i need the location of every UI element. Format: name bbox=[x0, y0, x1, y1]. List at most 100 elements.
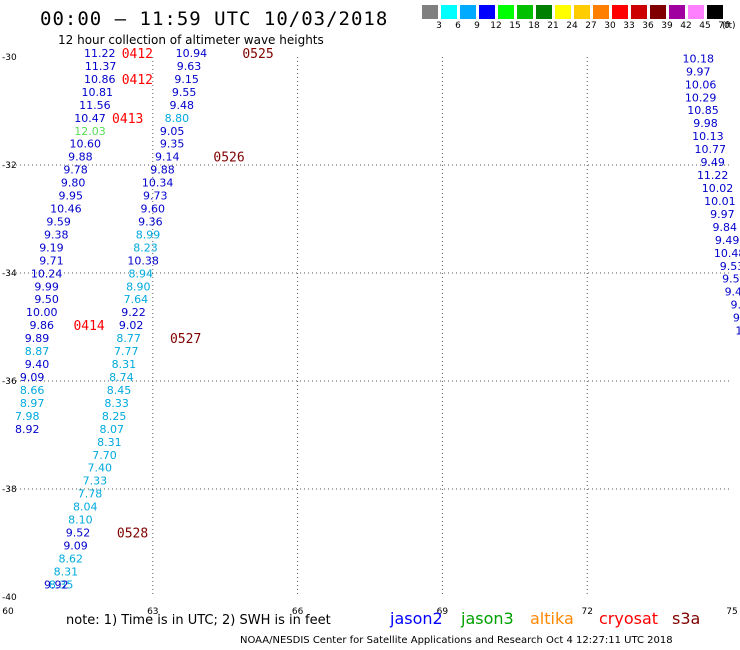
color-swatch bbox=[536, 5, 552, 19]
wave-height-point: 8.31 bbox=[97, 436, 122, 449]
wave-height-point: 10.77 bbox=[695, 143, 727, 156]
color-swatch bbox=[441, 5, 457, 19]
wave-height-point: 9.97 bbox=[686, 65, 711, 78]
wave-height-point: 9.52 bbox=[66, 527, 91, 540]
page-title: 00:00 – 11:59 UTC 10/03/2018 bbox=[40, 8, 389, 30]
wave-height-point: 10.60 bbox=[69, 138, 101, 151]
wave-height-point: 7.70 bbox=[92, 449, 117, 462]
x-tick-label: 69 bbox=[437, 607, 449, 617]
wave-height-point: 8.04 bbox=[73, 501, 98, 514]
wave-height-point: 10.81 bbox=[82, 86, 114, 99]
wave-height-point: 9.95 bbox=[58, 190, 83, 203]
wave-height-point: 10.01 bbox=[704, 195, 736, 208]
wave-height-point: 10.00 bbox=[26, 306, 58, 319]
wave-height-point: 10.34 bbox=[142, 177, 174, 190]
color-swatch bbox=[517, 5, 533, 19]
y-tick-label: -30 bbox=[2, 53, 17, 63]
wave-height-point: 9.02 bbox=[119, 319, 144, 332]
time-label: 0528 bbox=[117, 527, 148, 542]
wave-height-point: 9.60 bbox=[141, 203, 166, 216]
color-swatch bbox=[612, 5, 628, 19]
wave-height-point: 9.22 bbox=[121, 306, 146, 319]
y-tick-label: -36 bbox=[2, 377, 17, 387]
color-swatch bbox=[650, 5, 666, 19]
x-tick-label: 60 bbox=[2, 607, 14, 617]
wave-height-point: 8.99 bbox=[136, 228, 161, 241]
wave-height-point: 10.46 bbox=[50, 203, 82, 216]
color-scale-label: 21 bbox=[547, 21, 559, 31]
wave-height-point: 7.33 bbox=[83, 475, 108, 488]
wave-height-point: 9.41 bbox=[725, 286, 740, 299]
satellite-jason3: jason3 bbox=[461, 609, 514, 628]
time-label: 0414 bbox=[73, 319, 104, 334]
wave-height-point: 10. bbox=[735, 325, 740, 338]
wave-height-point: 9.09 bbox=[20, 371, 45, 384]
wave-height-point: 8.66 bbox=[20, 384, 45, 397]
credit-line: NOAA/NESDIS Center for Satellite Applica… bbox=[240, 635, 673, 646]
wave-height-point: 7.78 bbox=[78, 488, 103, 501]
wave-height-point: 9.50 bbox=[34, 293, 59, 306]
wave-height-point: 8.10 bbox=[68, 514, 93, 527]
wave-height-point: 9.86 bbox=[30, 319, 55, 332]
wave-height-point: 9.59 bbox=[46, 215, 71, 228]
time-label: 0526 bbox=[213, 151, 244, 166]
y-tick-label: -40 bbox=[2, 593, 17, 603]
color-scale-label: 39 bbox=[661, 21, 673, 31]
color-swatch bbox=[669, 5, 685, 19]
wave-height-point: 9.89 bbox=[25, 332, 50, 345]
wave-height-point: 9.73 bbox=[143, 190, 168, 203]
wave-height-point: 8.74 bbox=[109, 371, 134, 384]
time-label: 0412 bbox=[122, 47, 153, 62]
color-swatch bbox=[707, 5, 723, 19]
color-scale-unit: (ft) bbox=[722, 21, 736, 31]
wave-height-point: 8.94 bbox=[128, 267, 153, 280]
wave-height-point: 10.86 bbox=[84, 73, 116, 86]
color-scale-label: 42 bbox=[680, 21, 692, 31]
y-tick-label: -32 bbox=[2, 161, 17, 171]
color-swatch bbox=[593, 5, 609, 19]
color-scale-label: 9 bbox=[474, 21, 480, 31]
wave-height-point: 9.97 bbox=[710, 208, 735, 221]
wave-height-point: 9.05 bbox=[160, 125, 185, 138]
wave-height-point: 9.78 bbox=[63, 164, 88, 177]
wave-height-point: 9.98 bbox=[693, 117, 718, 130]
time-label: 0525 bbox=[242, 47, 273, 62]
wave-height-point: 9.09 bbox=[63, 539, 88, 552]
x-tick-label: 66 bbox=[292, 607, 304, 617]
wave-height-point: 9.35 bbox=[160, 138, 185, 151]
wave-height-point: 8.33 bbox=[104, 397, 129, 410]
wave-height-point: 8.90 bbox=[126, 280, 151, 293]
time-label: 0413 bbox=[112, 112, 143, 127]
wave-height-point: 9.48 bbox=[170, 99, 195, 112]
color-scale-label: 70 bbox=[718, 21, 730, 31]
wave-height-point: 8.77 bbox=[116, 332, 141, 345]
wave-height-point: 9.99 bbox=[34, 280, 59, 293]
wave-height-point: 9.80 bbox=[61, 177, 86, 190]
wave-height-point: 8.31 bbox=[112, 358, 137, 371]
wave-height-point: 8.31 bbox=[54, 565, 79, 578]
color-scale-label: 15 bbox=[509, 21, 521, 31]
x-tick-label: 63 bbox=[147, 607, 158, 617]
wave-height-point: 9.56 bbox=[722, 273, 740, 286]
wave-height-point: 9.53 bbox=[720, 260, 740, 273]
satellite-s3a: s3a bbox=[672, 609, 701, 628]
wave-height-point: 9.63 bbox=[177, 60, 202, 73]
x-tick-label: 75 bbox=[726, 607, 737, 617]
wave-height-point: 10.02 bbox=[702, 182, 734, 195]
page-subtitle: 12 hour collection of altimeter wave hei… bbox=[58, 33, 324, 47]
color-swatch bbox=[688, 5, 704, 19]
wave-height-point: 10.18 bbox=[682, 52, 714, 65]
wave-height-point: 9.5 bbox=[733, 312, 740, 325]
color-scale-label: 3 bbox=[436, 21, 442, 31]
wave-height-point: 8.35 bbox=[49, 578, 74, 591]
time-label: 0527 bbox=[170, 332, 201, 347]
wave-height-point: 9.88 bbox=[150, 164, 175, 177]
wave-height-point: 9.92 bbox=[44, 578, 69, 591]
wave-height-point: 10.94 bbox=[176, 47, 208, 60]
y-tick-label: -38 bbox=[2, 485, 17, 495]
color-swatch bbox=[574, 5, 590, 19]
wave-height-point: 9.71 bbox=[39, 254, 64, 267]
color-scale-label: 33 bbox=[623, 21, 635, 31]
wave-height-point: 7.77 bbox=[114, 345, 139, 358]
color-scale-label: 27 bbox=[585, 21, 597, 31]
